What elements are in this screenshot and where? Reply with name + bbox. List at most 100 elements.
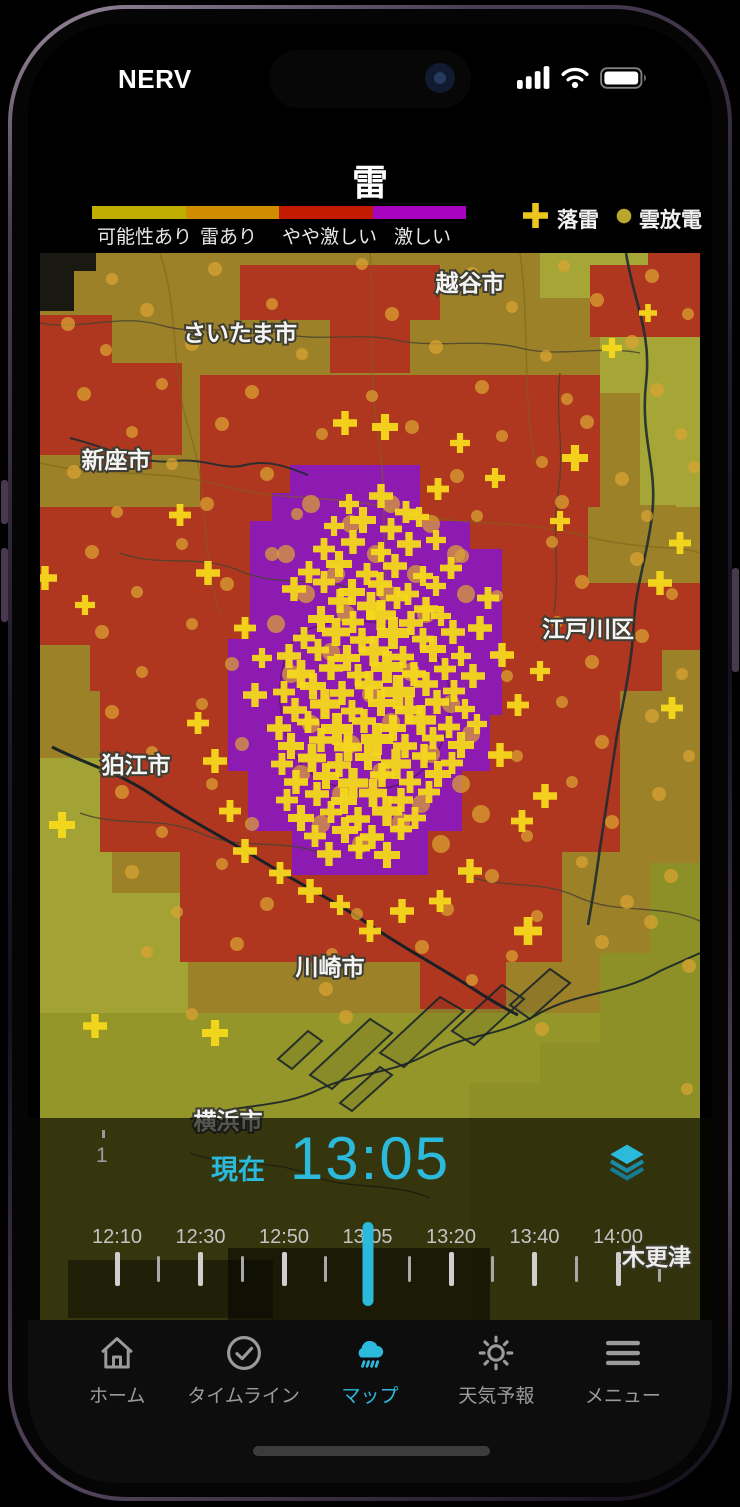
cloud-discharge-marker <box>405 420 419 434</box>
cloud-discharge-marker <box>688 461 700 473</box>
cloud-discharge-marker <box>111 506 123 518</box>
map-city-label: 江戸川区 <box>542 616 634 642</box>
timeline-scrubber-handle[interactable] <box>362 1222 373 1306</box>
lightning-strike-marker <box>438 716 460 738</box>
map-city-label: 狛江市 <box>102 752 171 778</box>
lightning-strike-marker <box>326 551 352 577</box>
lightning-strike-marker <box>639 304 657 322</box>
lightning-strike-marker <box>307 639 329 661</box>
tab-forecast[interactable]: 天気予報 <box>433 1320 559 1483</box>
lightning-strike-marker <box>511 810 533 832</box>
lightning-strike-marker <box>360 825 384 849</box>
cloud-discharge-marker <box>296 348 308 360</box>
frame-indicator-tick <box>102 1130 105 1138</box>
cloud-discharge-marker <box>131 586 143 598</box>
map-city-label: 木更津 <box>622 1244 691 1270</box>
tab-timeline[interactable]: タイムライン <box>180 1320 306 1483</box>
lightning-strike-marker <box>331 788 357 814</box>
cross-icon <box>520 200 551 237</box>
map-icon <box>347 1332 393 1379</box>
cloud-discharge-marker <box>326 948 338 960</box>
lightning-strike-marker <box>298 744 326 772</box>
lightning-strike-marker <box>309 728 333 752</box>
cloud-discharge-marker <box>67 465 81 479</box>
lightning-strike-marker <box>308 606 334 632</box>
cloud-discharge-marker <box>645 709 659 723</box>
cloud-discharge-marker <box>580 415 594 429</box>
legend-segment-label: 雷あり <box>200 227 258 248</box>
lightning-strike-marker <box>334 645 360 671</box>
cloud-discharge-marker <box>506 301 518 313</box>
timeline-major-tick <box>281 1252 287 1286</box>
lightning-strike-marker <box>305 782 329 806</box>
cloud-discharge-marker <box>576 856 588 868</box>
lightning-strike-marker <box>284 770 308 794</box>
cloud-discharge-marker <box>605 815 619 829</box>
dynamic-island <box>269 50 471 108</box>
layers-icon <box>604 1144 650 1188</box>
tab-menu[interactable]: メニュー <box>560 1320 686 1483</box>
lightning-strike-marker <box>450 433 470 453</box>
lightning-strike-marker <box>468 616 492 640</box>
lightning-strike-marker <box>461 664 485 688</box>
lightning-strike-marker <box>243 683 267 707</box>
cloud-discharge-marker <box>511 750 523 762</box>
lightning-strike-marker <box>488 743 512 767</box>
cloud-discharge-marker <box>536 456 548 468</box>
lightning-strike-marker <box>490 643 514 667</box>
cloud-discharge-marker <box>466 974 478 986</box>
lightning-strike-marker <box>219 800 241 822</box>
lightning-strike-marker <box>399 611 423 635</box>
timeline-major-tick <box>615 1252 621 1286</box>
lightning-strike-marker <box>368 572 392 596</box>
lightning-strike-marker <box>425 761 451 787</box>
timeline-major-tick <box>198 1252 203 1286</box>
lightning-strike-marker <box>355 744 381 770</box>
lightning-strike-marker <box>406 705 436 735</box>
power-button <box>732 568 739 672</box>
timeline-major-tick <box>114 1252 120 1286</box>
lightning-strike-marker <box>390 818 412 840</box>
cloud-discharge-marker <box>291 508 303 520</box>
legend-segment <box>279 206 373 219</box>
layers-button[interactable] <box>604 1142 652 1186</box>
cloud-discharge-marker <box>156 378 168 390</box>
lightning-strike-marker <box>271 753 293 775</box>
timeline-time-label: 12:30 <box>175 1226 226 1248</box>
tab-home[interactable]: ホーム <box>54 1320 180 1483</box>
map-city-label: 新座市 <box>82 447 151 473</box>
cloud-discharge-marker <box>260 897 274 911</box>
lightning-strike-marker <box>297 711 319 733</box>
cloud-discharge-marker <box>471 510 483 522</box>
legend-scale-bar <box>92 206 466 219</box>
cloud-discharge-marker <box>140 303 154 317</box>
cloud-discharge-marker <box>216 858 228 870</box>
lightning-strike-marker <box>304 825 326 847</box>
tab-label: ホーム <box>88 1386 146 1407</box>
lightning-strike-marker <box>319 656 343 680</box>
home-indicator[interactable] <box>253 1446 490 1456</box>
lightning-strike-marker <box>332 817 358 843</box>
timeline-minor-tick <box>324 1256 328 1282</box>
lightning-strike-marker <box>361 723 393 755</box>
cloud-discharge-marker <box>682 959 696 973</box>
cloud-discharge-marker <box>531 910 543 922</box>
cloud-discharge-marker <box>620 895 634 909</box>
timeline-minor-tick <box>574 1256 578 1282</box>
cloud-discharge-marker <box>100 344 112 356</box>
lightning-strike-marker <box>477 587 499 609</box>
tab-label: マップ <box>341 1386 399 1407</box>
timeline-time-label: 14:00 <box>592 1226 644 1248</box>
carrier-label: NERV <box>118 64 192 94</box>
lightning-strike-marker <box>278 733 304 759</box>
legend-segment <box>92 206 186 219</box>
lightning-strike-marker <box>434 658 456 680</box>
lightning-strike-marker <box>324 516 344 536</box>
lightning-strike-marker <box>404 807 426 829</box>
cloud-discharge-marker <box>186 618 198 630</box>
tab-map[interactable]: マップ <box>307 1320 433 1483</box>
cloud-discharge-marker <box>566 776 578 788</box>
cloud-discharge-marker <box>366 390 378 402</box>
legend-segment <box>372 206 466 219</box>
lightning-strike-marker <box>441 620 465 644</box>
